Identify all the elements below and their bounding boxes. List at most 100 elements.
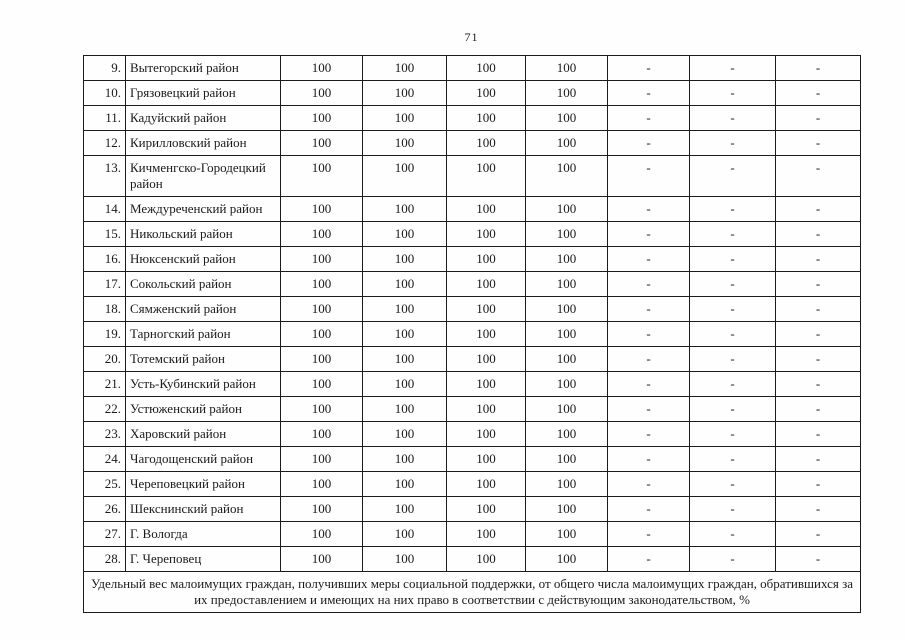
value-cell: - — [689, 105, 776, 131]
value-cell: 100 — [446, 371, 526, 397]
value-cell: - — [689, 130, 776, 156]
value-cell: 100 — [446, 396, 526, 422]
district-name-cell: Усть-Кубинский район — [125, 371, 281, 397]
value-cell: - — [775, 55, 861, 81]
district-name-cell: Чагодощенский район — [125, 446, 281, 472]
value-cell: 100 — [525, 296, 608, 322]
value-cell: 100 — [525, 396, 608, 422]
value-cell: - — [607, 396, 690, 422]
value-cell: 100 — [446, 471, 526, 497]
value-cell: 100 — [446, 271, 526, 297]
row-number-cell: 19. — [83, 321, 126, 347]
table-row: 26. Шекснинский район 100 100 100 100 - … — [83, 496, 861, 522]
value-cell: - — [689, 471, 776, 497]
value-cell: - — [775, 471, 861, 497]
table-body: 9. Вытегорский район 100 100 100 100 - -… — [83, 55, 861, 572]
value-cell: - — [689, 496, 776, 522]
value-cell: 100 — [525, 371, 608, 397]
row-number-cell: 25. — [83, 471, 126, 497]
value-cell: 100 — [362, 155, 447, 197]
value-cell: 100 — [446, 421, 526, 447]
value-cell: 100 — [280, 321, 363, 347]
value-cell: - — [689, 246, 776, 272]
value-cell: - — [607, 55, 690, 81]
value-cell: - — [607, 546, 690, 572]
value-cell: - — [775, 246, 861, 272]
value-cell: - — [775, 396, 861, 422]
value-cell: 100 — [280, 246, 363, 272]
row-number-cell: 28. — [83, 546, 126, 572]
value-cell: - — [689, 371, 776, 397]
value-cell: - — [689, 55, 776, 81]
district-name-cell: Нюксенский район — [125, 246, 281, 272]
value-cell: - — [775, 196, 861, 222]
value-cell: 100 — [362, 471, 447, 497]
value-cell: - — [607, 105, 690, 131]
row-number-cell: 9. — [83, 55, 126, 81]
value-cell: - — [775, 296, 861, 322]
districts-table: 9. Вытегорский район 100 100 100 100 - -… — [83, 55, 861, 613]
value-cell: 100 — [362, 396, 447, 422]
value-cell: 100 — [362, 130, 447, 156]
value-cell: 100 — [525, 246, 608, 272]
row-number-cell: 12. — [83, 130, 126, 156]
value-cell: - — [775, 546, 861, 572]
value-cell: 100 — [362, 246, 447, 272]
value-cell: 100 — [525, 105, 608, 131]
value-cell: - — [775, 321, 861, 347]
table-row: 12. Кирилловский район 100 100 100 100 -… — [83, 130, 861, 156]
value-cell: 100 — [446, 105, 526, 131]
row-number-cell: 10. — [83, 80, 126, 106]
row-number-cell: 20. — [83, 346, 126, 372]
value-cell: - — [607, 371, 690, 397]
value-cell: 100 — [362, 80, 447, 106]
value-cell: 100 — [362, 296, 447, 322]
value-cell: 100 — [446, 155, 526, 197]
value-cell: 100 — [280, 346, 363, 372]
value-cell: 100 — [280, 221, 363, 247]
value-cell: 100 — [525, 471, 608, 497]
value-cell: - — [689, 321, 776, 347]
page-number: 71 — [464, 30, 479, 44]
value-cell: - — [775, 80, 861, 106]
value-cell: 100 — [525, 546, 608, 572]
value-cell: 100 — [362, 496, 447, 522]
value-cell: - — [689, 346, 776, 372]
value-cell: 100 — [362, 105, 447, 131]
value-cell: 100 — [362, 55, 447, 81]
district-name-cell: Кадуйский район — [125, 105, 281, 131]
district-name-cell: Вытегорский район — [125, 55, 281, 81]
value-cell: 100 — [525, 346, 608, 372]
value-cell: - — [689, 421, 776, 447]
district-name-cell: Грязовецкий район — [125, 80, 281, 106]
row-number-cell: 13. — [83, 155, 126, 197]
table-row: 9. Вытегорский район 100 100 100 100 - -… — [83, 55, 861, 81]
value-cell: 100 — [525, 80, 608, 106]
table-row: 18. Сямженский район 100 100 100 100 - -… — [83, 296, 861, 322]
value-cell: 100 — [446, 521, 526, 547]
district-name-cell: Устюженский район — [125, 396, 281, 422]
table-footer-note: Удельный вес малоимущих граждан, получив… — [83, 571, 861, 613]
value-cell: 100 — [446, 221, 526, 247]
value-cell: - — [775, 371, 861, 397]
district-name-cell: Никольский район — [125, 221, 281, 247]
value-cell: 100 — [280, 130, 363, 156]
value-cell: 100 — [280, 421, 363, 447]
value-cell: - — [607, 130, 690, 156]
value-cell: - — [607, 196, 690, 222]
value-cell: - — [607, 321, 690, 347]
value-cell: 100 — [280, 496, 363, 522]
value-cell: - — [607, 521, 690, 547]
table-row: 10. Грязовецкий район 100 100 100 100 - … — [83, 80, 861, 106]
value-cell: 100 — [280, 546, 363, 572]
table-row: 20. Тотемский район 100 100 100 100 - - … — [83, 346, 861, 372]
district-name-cell: Г. Череповец — [125, 546, 281, 572]
row-number-cell: 22. — [83, 396, 126, 422]
row-number-cell: 15. — [83, 221, 126, 247]
value-cell: - — [689, 155, 776, 197]
value-cell: 100 — [446, 446, 526, 472]
value-cell: - — [607, 471, 690, 497]
value-cell: - — [607, 421, 690, 447]
table-row: 22. Устюженский район 100 100 100 100 - … — [83, 396, 861, 422]
